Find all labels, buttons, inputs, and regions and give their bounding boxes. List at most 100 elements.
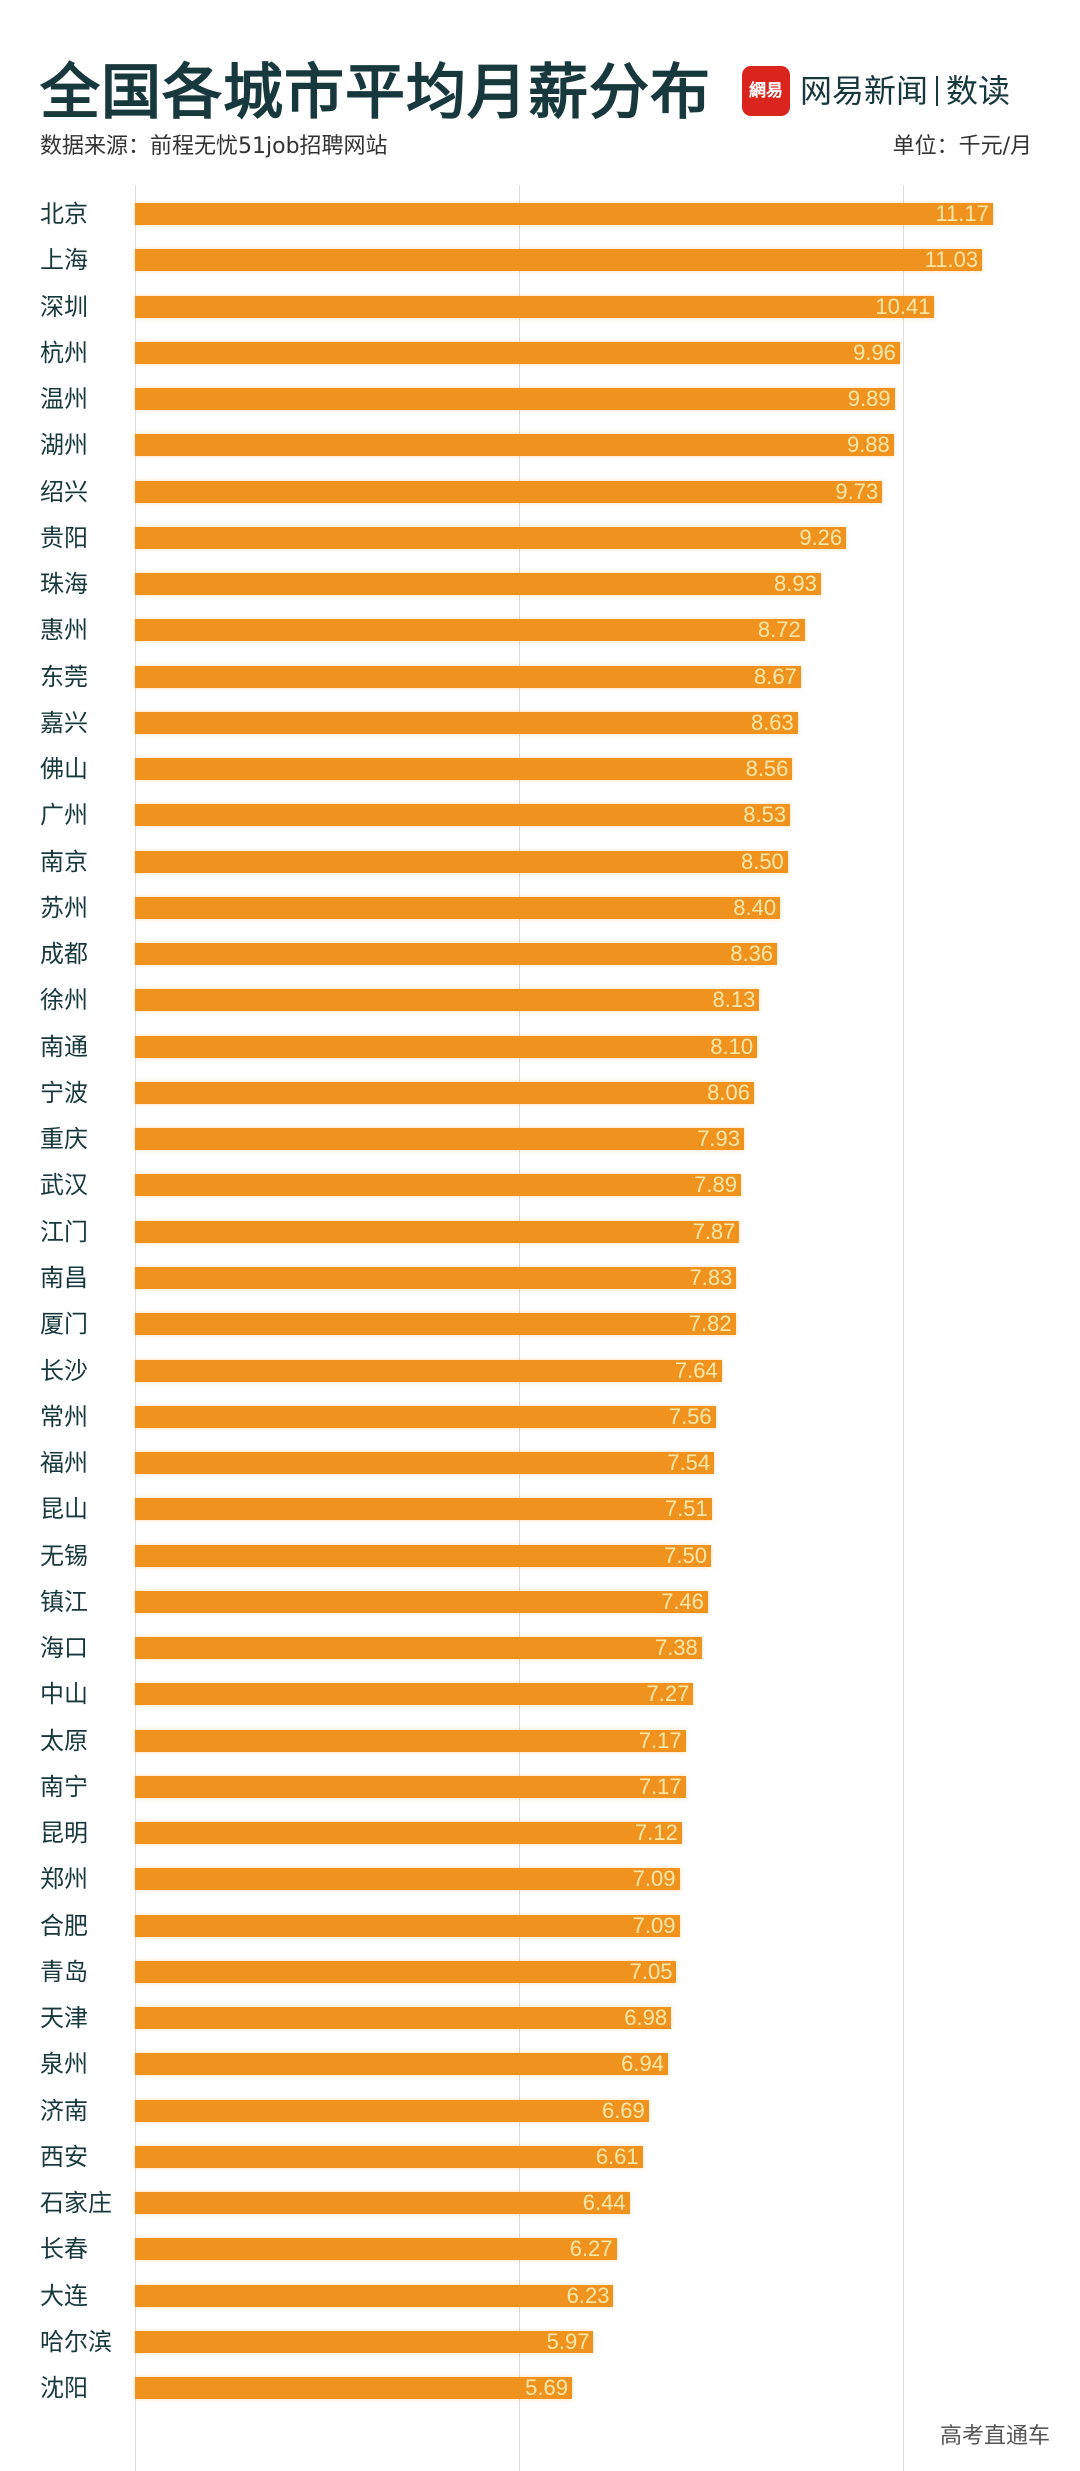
value-label: 7.64 [674,1357,718,1383]
bar: 7.38 [135,1635,702,1660]
value-label: 7.54 [667,1450,711,1476]
category-label: 西安 [40,2142,88,2171]
value-label: 7.93 [697,1126,741,1152]
value-label: 9.73 [835,478,879,504]
bar: 7.64 [135,1357,722,1383]
value-label: 8.53 [743,802,787,828]
bar: 9.88 [135,432,894,457]
brand-name: 网易新闻 [800,72,929,110]
value-label: 8.50 [740,848,784,874]
unit-label: 单位：千元/月 [892,134,1032,159]
value-label: 7.82 [688,1311,732,1337]
category-label: 天津 [40,2004,88,2033]
value-label: 7.50 [664,1542,707,1568]
value-label: 8.36 [730,941,774,967]
value-label: 6.23 [566,2282,610,2308]
category-label: 上海 [40,246,88,275]
value-label: 8.93 [773,571,817,597]
value-label: 7.46 [661,1588,704,1614]
bar: 8.67 [135,664,801,689]
category-label: 泉州 [40,2050,88,2079]
category-label: 太原 [40,1726,88,1755]
category-label: 郑州 [40,1865,88,1894]
bar: 7.17 [135,1774,686,1799]
value-label: 7.56 [668,1403,712,1429]
bar: 7.17 [135,1727,686,1753]
bar: 7.09 [135,1866,680,1892]
bar: 8.13 [135,987,760,1013]
value-label: 8.13 [712,987,756,1013]
bar: 8.53 [135,802,791,828]
category-label: 北京 [40,200,88,228]
bar: 6.27 [135,2236,617,2262]
bar: 7.05 [135,1959,677,1984]
category-label: 绍兴 [40,477,88,506]
bar: 6.69 [135,2098,649,2123]
bar: 8.06 [135,1080,754,1105]
category-label: 福州 [40,1449,88,1478]
category-label: 大连 [40,2281,88,2310]
logo-mark: 網易 [749,80,783,101]
bar: 10.41 [135,293,935,319]
value-label: 7.09 [632,1912,676,1938]
category-label: 广州 [40,801,88,830]
value-label: 8.40 [733,894,777,920]
bar: 7.93 [135,1126,745,1152]
category-label: 海口 [40,1634,88,1663]
value-label: 7.87 [692,1218,736,1244]
category-label: 珠海 [40,570,88,599]
value-label: 7.12 [634,1820,678,1846]
bar: 8.50 [135,848,788,874]
netease-logo-icon: 網易 [742,66,790,116]
category-label: 无锡 [40,1541,88,1570]
category-label: 南宁 [40,1772,88,1801]
category-label: 贵阳 [40,523,88,552]
category-label: 温州 [40,385,88,414]
category-label: 常州 [40,1402,88,1431]
category-label: 中山 [40,1680,88,1709]
value-label: 11.03 [924,247,979,273]
category-label: 武汉 [40,1171,88,1200]
bar: 7.09 [135,1912,680,1938]
bar: 11.17 [135,201,993,226]
bar: 6.23 [135,2282,614,2308]
value-label: 10.41 [875,293,931,319]
value-label: 11.17 [935,201,989,226]
value-label: 9.96 [853,339,896,365]
brand: 网易新闻 数读 [800,66,1010,112]
category-label: 厦门 [40,1310,88,1339]
category-label: 长春 [40,2235,88,2264]
bar: 8.40 [135,894,781,920]
brand-divider [936,76,939,106]
value-label: 9.89 [847,386,891,412]
bar: 8.10 [135,1034,758,1059]
bar: 5.69 [135,2375,572,2401]
category-label: 杭州 [40,338,88,367]
bar: 7.46 [135,1588,708,1614]
category-label: 济南 [40,2096,88,2125]
value-label: 7.83 [689,1264,733,1290]
value-label: 8.72 [757,617,801,643]
value-label: 6.61 [595,2143,639,2169]
value-label: 7.27 [646,1681,690,1707]
category-label: 成都 [40,940,88,969]
bar: 6.98 [135,2005,672,2031]
page-title: 全国各城市平均月薪分布 [40,58,711,128]
value-label: 7.17 [638,1727,682,1753]
bar: 8.93 [135,571,821,597]
value-label: 6.98 [624,2005,668,2031]
category-label: 惠州 [40,616,88,645]
category-label: 东莞 [40,662,88,691]
bar: 9.26 [135,524,847,550]
bar: 7.51 [135,1496,712,1521]
category-label: 湖州 [40,431,88,460]
bar: 7.27 [135,1681,694,1707]
value-label: 5.69 [525,2375,568,2401]
value-label: 6.44 [582,2190,626,2216]
category-label: 沈阳 [40,2374,88,2403]
value-label: 6.27 [569,2236,613,2262]
value-label: 9.26 [799,524,843,550]
bar: 5.97 [135,2329,594,2354]
brand-column: 数读 [946,72,1011,110]
value-label: 7.09 [632,1866,676,1892]
